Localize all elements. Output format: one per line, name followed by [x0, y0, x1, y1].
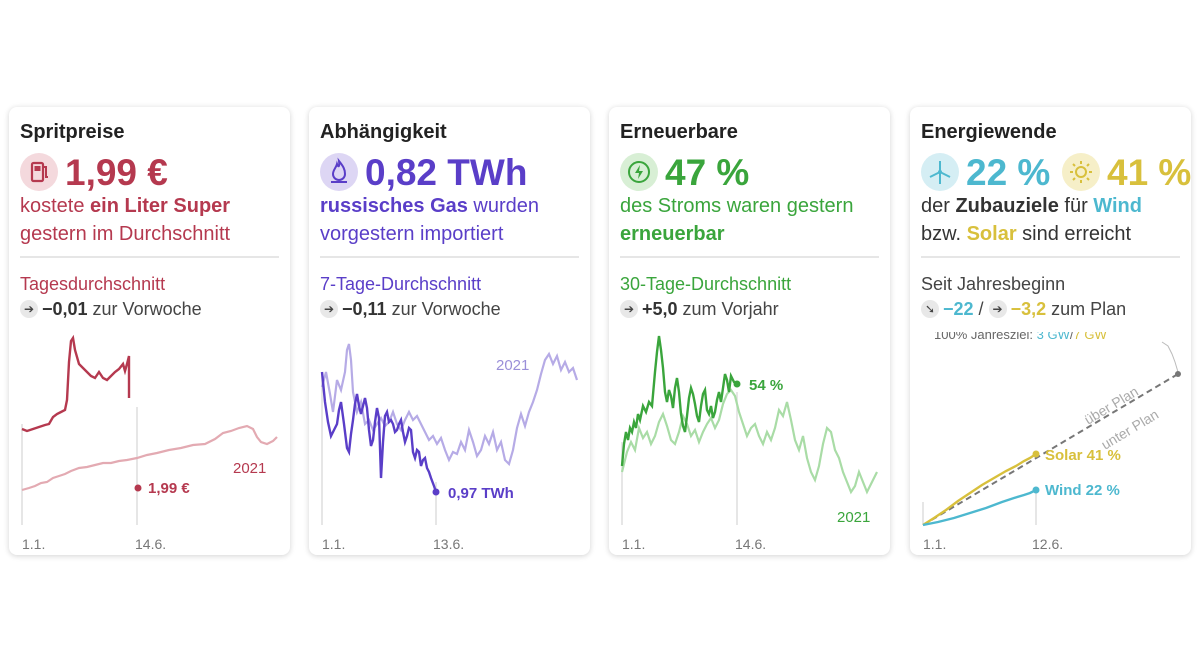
fuel-price-card: Spritpreise 1,99 € kostete ein Liter Sup… [9, 107, 290, 555]
wind-end-marker [1032, 486, 1040, 494]
x-tick-end: 12.6. [1032, 536, 1063, 552]
subtitle: 7-Tage-Durchschnitt [320, 274, 482, 294]
renewables-value: 47 % [665, 152, 750, 193]
gas-value: 0,82 TWh [365, 152, 528, 193]
renewables-chart: 54 % 2021 1.1. 14.6. [620, 335, 878, 552]
energy-transition-card: Energiewende 22 % 41 % der Zubauziele fü… [910, 107, 1191, 555]
card-description: der Zubauziele für Wind bzw. Solar sind … [921, 195, 1142, 245]
fuel-price-chart: 1,99 € 2021 1.1. 14.6. [21, 334, 278, 552]
end-point-marker [134, 484, 142, 492]
fuel-price-value: 1,99 € [65, 152, 168, 193]
plan-end-marker [1175, 371, 1181, 377]
series-2021-label: 2021 [837, 509, 870, 526]
divider [320, 256, 579, 258]
divider [20, 256, 279, 258]
change-line: ➔ +5,0 zum Vorjahr [620, 298, 779, 320]
series-2021-line [620, 388, 878, 495]
x-tick-start: 1.1. [22, 536, 45, 552]
series-current-line [21, 334, 131, 433]
x-tick-start: 1.1. [923, 536, 946, 552]
end-value-label: 54 % [749, 377, 783, 394]
x-tick-start: 1.1. [622, 536, 645, 552]
end-value-label: 1,99 € [148, 480, 190, 497]
end-value-label: 0,97 TWh [448, 485, 514, 502]
end-point-marker [733, 380, 741, 388]
series-2021-line [320, 343, 579, 467]
change-line: ➔ −0,11 zur Vorwoche [320, 298, 501, 320]
solar-end-label: Solar 41 % [1045, 447, 1121, 464]
divider [921, 256, 1180, 258]
arrow-right-icon: ➔ [988, 300, 1007, 318]
change-line: ➘ −22 / ➔ −3,2 zum Plan [921, 298, 1126, 320]
arrow-right-icon: ➔ [20, 300, 38, 318]
gas-card: Abhängigkeit 0,82 TWh russisches Gas wur… [309, 107, 590, 555]
subtitle: 30-Tage-Durchschnitt [620, 274, 792, 294]
fuel-pump-icon [20, 153, 58, 191]
wind-line [922, 488, 1037, 527]
renewables-card: Erneuerbare 47 % des Stroms waren gester… [609, 107, 890, 555]
series-current-line [620, 335, 738, 467]
subtitle: Seit Jahresbeginn [921, 274, 1066, 294]
wind-turbine-icon [921, 153, 959, 191]
solar-line [922, 453, 1037, 527]
solar-value: 41 % [1107, 152, 1191, 193]
x-tick-end: 13.6. [433, 536, 464, 552]
wind-end-label: Wind 22 % [1045, 482, 1120, 499]
arrow-down-right-icon: ➘ [921, 300, 939, 318]
renewable-energy-icon [620, 153, 658, 191]
card-description: des Stroms waren gestern erneuerbar [620, 195, 854, 245]
end-point-marker [432, 488, 440, 496]
card-title: Erneuerbare [620, 121, 738, 143]
series-2021-line [21, 424, 278, 492]
wind-value: 22 % [966, 152, 1051, 193]
x-tick-end: 14.6. [735, 536, 766, 552]
arrow-right-icon: ➔ [620, 300, 638, 318]
solar-end-marker [1032, 450, 1040, 458]
card-title: Abhängigkeit [320, 121, 447, 143]
change-line: ➔ −0,01 zur Vorwoche [20, 298, 202, 320]
x-tick-start: 1.1. [322, 536, 345, 552]
gas-chart: 0,97 TWh 2021 1.1. 13.6. [320, 343, 579, 552]
divider [620, 256, 879, 258]
card-description: kostete ein Liter Super gestern im Durch… [20, 195, 231, 245]
series-2021-label: 2021 [233, 460, 266, 477]
subtitle: Tagesdurchschnitt [20, 274, 166, 294]
card-title: Spritpreise [20, 121, 125, 143]
arrow-right-icon: ➔ [320, 300, 338, 318]
series-2021-label: 2021 [496, 357, 529, 374]
gas-flame-icon [320, 153, 358, 191]
x-tick-end: 14.6. [135, 536, 166, 552]
card-title: Energiewende [921, 121, 1057, 143]
card-description: russisches Gas wurden vorgestern importi… [320, 195, 540, 245]
series-current-line [320, 371, 438, 493]
target-label: 100% Jahresziel: 3 GW/7 GW [934, 332, 1107, 342]
sun-icon [1062, 153, 1100, 191]
energy-transition-chart: 100% Jahresziel: 3 GW/7 GW über Plan unt… [922, 332, 1181, 552]
